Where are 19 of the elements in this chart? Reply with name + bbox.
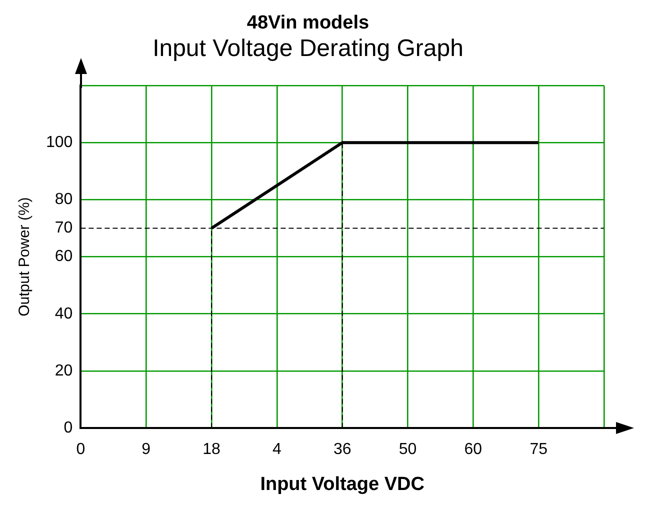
y-tick-label: 0 xyxy=(64,419,73,436)
y-tick-label: 40 xyxy=(54,305,73,322)
y-tick-label: 80 xyxy=(54,191,73,208)
y-tick-label: 60 xyxy=(54,248,73,266)
y-tick-label: 20 xyxy=(54,362,73,380)
x-axis-title: Input Voltage VDC xyxy=(260,474,425,495)
x-tick-label: 36 xyxy=(333,441,352,458)
y-axis-title: Output Power (%) xyxy=(16,197,34,316)
x-tick-label: 75 xyxy=(530,441,548,458)
ref-line-label: 70 xyxy=(54,220,73,237)
x-tick-label: 9 xyxy=(142,441,151,458)
x-tick-label: 60 xyxy=(464,441,482,458)
x-tick-label: 50 xyxy=(398,441,417,458)
x-tick-label: 18 xyxy=(202,441,221,458)
chart-subtitle: Input Voltage Derating Graph xyxy=(152,34,464,62)
y-tick-label: 100 xyxy=(46,134,73,152)
chart-title: 48Vin models xyxy=(246,12,370,34)
x-tick-label: 4 xyxy=(272,441,282,458)
x-tick-label: 0 xyxy=(76,441,86,458)
